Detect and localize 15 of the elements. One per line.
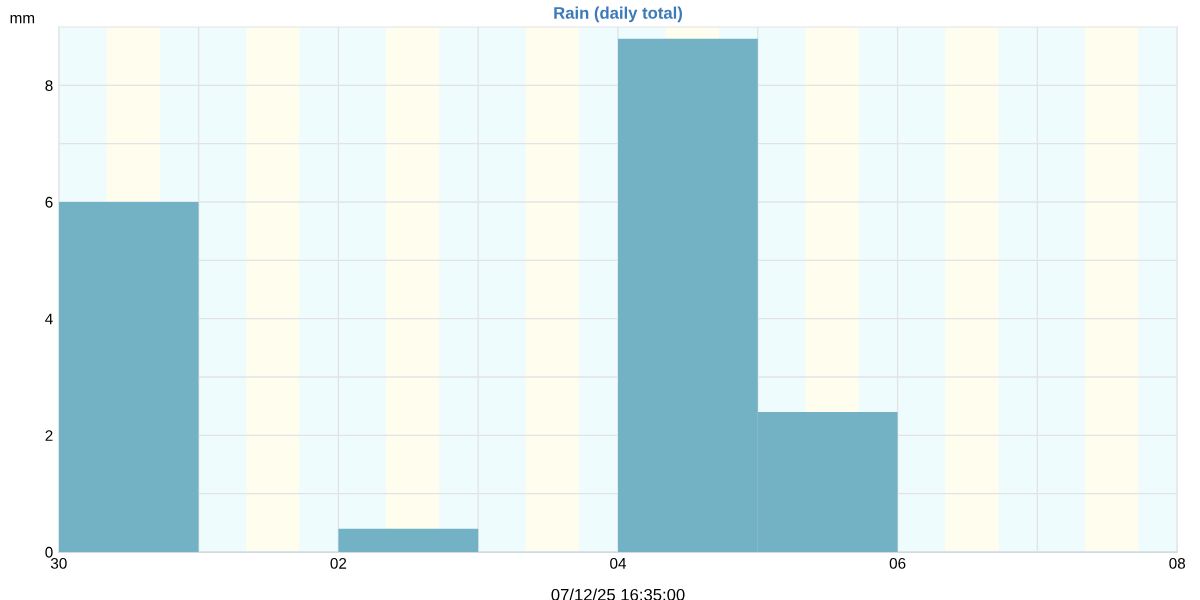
y-tick-label: 2	[45, 430, 53, 441]
bar	[58, 202, 199, 552]
y-axis-title: mm	[10, 14, 35, 24]
x-axis-title: 07/12/25 16:35:00	[551, 588, 685, 600]
x-tick-label: 30	[50, 557, 67, 569]
y-tick-label: 6	[45, 196, 53, 208]
chart-title: Rain (daily total)	[554, 6, 682, 23]
x-tick-label: 02	[330, 557, 347, 569]
y-tick-label: 8	[45, 80, 53, 92]
bar	[338, 528, 479, 552]
x-tick-label: 06	[889, 557, 906, 569]
y-tick-label: 0	[45, 546, 53, 558]
x-tick-label: 04	[610, 557, 627, 569]
y-tick-label: 4	[45, 313, 53, 325]
x-tick-label: 08	[1169, 557, 1186, 569]
